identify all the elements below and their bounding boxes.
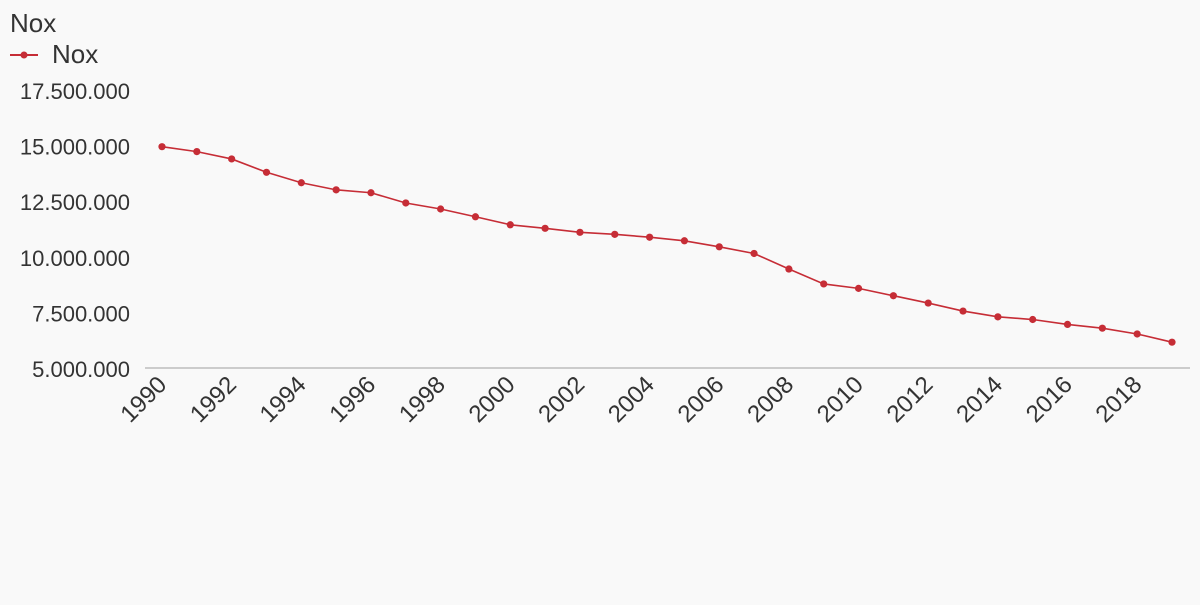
y-tick-label: 5.000.000 [32, 357, 130, 382]
legend-label: Nox [52, 39, 98, 69]
legend[interactable]: Nox [10, 39, 98, 69]
data-point[interactable] [193, 148, 201, 156]
data-point[interactable] [959, 307, 967, 315]
data-point[interactable] [924, 299, 932, 307]
data-point[interactable] [611, 230, 619, 238]
x-tick-label: 2014 [951, 371, 1008, 428]
data-point[interactable] [1063, 320, 1072, 329]
x-tick-label: 1996 [324, 371, 381, 428]
x-tick-label: 2002 [533, 371, 590, 428]
data-point[interactable] [437, 205, 445, 213]
x-axis: 1990 1992 1994 1996 1998 2000 2002 2004 2006 2008… [115, 371, 1147, 428]
y-tick-label: 7.500.000 [32, 301, 130, 326]
data-point[interactable] [889, 292, 897, 300]
x-tick-label: 2008 [742, 371, 799, 428]
x-tick-label: 2006 [673, 371, 730, 428]
x-tick-label: 2000 [464, 371, 521, 428]
data-point[interactable] [506, 221, 514, 229]
x-tick-label: 1992 [185, 371, 242, 428]
data-point[interactable] [1168, 338, 1176, 346]
y-tick-label: 10.000.000 [20, 246, 130, 271]
x-tick-label: 2010 [812, 371, 869, 428]
chart-title: Nox [10, 8, 56, 38]
legend-marker [20, 51, 28, 59]
x-tick-label: 2018 [1091, 371, 1148, 428]
data-point[interactable] [1029, 315, 1037, 324]
data-point[interactable] [262, 168, 271, 176]
y-axis: 5.000.000 7.500.000 10.000.000 12.500.000 15… [20, 79, 130, 382]
x-tick-label: 2004 [603, 371, 660, 428]
data-point[interactable] [994, 313, 1002, 321]
data-point[interactable] [228, 155, 236, 163]
data-point[interactable] [854, 284, 863, 292]
data-point[interactable] [297, 179, 305, 187]
data-point[interactable] [541, 224, 549, 232]
data-point[interactable] [332, 186, 340, 194]
data-point[interactable] [402, 199, 410, 207]
data-point[interactable] [576, 228, 584, 236]
series-line [161, 145, 1173, 343]
x-tick-label: 2016 [1021, 371, 1078, 428]
y-tick-label: 12.500.000 [20, 190, 130, 215]
data-point[interactable] [645, 233, 654, 241]
data-point[interactable] [680, 237, 689, 245]
data-point[interactable] [785, 265, 793, 273]
plot-area [158, 143, 1176, 346]
x-tick-label: 1994 [255, 371, 312, 428]
data-point[interactable] [1133, 330, 1141, 338]
y-tick-label: 15.000.000 [20, 135, 130, 160]
x-tick-label: 2012 [882, 371, 939, 428]
data-point[interactable] [471, 213, 480, 221]
data-point[interactable] [820, 280, 828, 288]
x-tick-label: 1998 [394, 371, 451, 428]
y-tick-label: 17.500.000 [20, 79, 130, 104]
data-point[interactable] [715, 243, 723, 251]
data-point[interactable] [367, 189, 375, 197]
data-point[interactable] [750, 249, 758, 258]
data-point[interactable] [158, 143, 166, 151]
data-point[interactable] [1098, 324, 1106, 332]
